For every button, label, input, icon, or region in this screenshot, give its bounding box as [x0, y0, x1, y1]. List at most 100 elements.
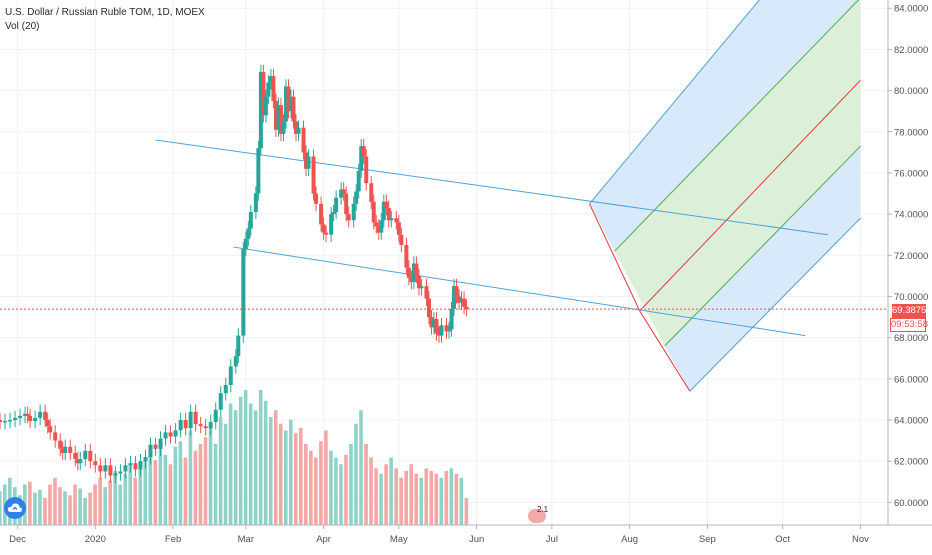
volume-bar — [314, 457, 318, 525]
candle-body — [213, 409, 218, 423]
price-axis[interactable] — [888, 0, 932, 550]
candle-body — [223, 385, 228, 394]
volume-bar — [329, 450, 333, 525]
candle-body — [218, 393, 223, 410]
volume-bar — [153, 460, 158, 525]
x-tick-label: Jun — [469, 534, 484, 545]
candle-body — [276, 105, 281, 130]
economic-event-flag-icon[interactable] — [528, 509, 546, 523]
volume-bar — [354, 423, 358, 525]
volume-bar — [108, 480, 112, 525]
candle-body — [88, 450, 93, 462]
pitchfork-fill-lower — [664, 146, 861, 392]
volume-bar — [339, 464, 343, 525]
candle-body — [143, 457, 148, 462]
volume-bar — [414, 473, 419, 525]
candle-body — [414, 263, 419, 276]
candle-body — [288, 96, 293, 112]
candle-body — [331, 212, 336, 215]
pitchfork-median-line[interactable] — [639, 79, 861, 312]
candle-body — [424, 286, 429, 299]
candle-body — [63, 446, 68, 453]
candle-body — [13, 417, 18, 420]
x-tick-label: Mar — [238, 534, 254, 545]
candle-body — [83, 450, 88, 460]
candle-body — [266, 82, 271, 97]
pitchfork-lower-outer-line[interactable] — [689, 217, 861, 392]
event-badge-label[interactable]: 2.1 — [537, 505, 549, 514]
candle-body — [103, 465, 108, 472]
volume-bar — [223, 423, 228, 525]
tradingview-logo[interactable] — [4, 497, 26, 519]
volume-bar — [118, 484, 123, 525]
symbol-title[interactable]: U.S. Dollar / Russian Ruble TOM, 1D, MOE… — [5, 7, 205, 18]
volume-bar — [444, 471, 449, 525]
candle-body — [314, 193, 319, 204]
volume-bar — [233, 410, 238, 525]
pitchfork-upper-inner-line[interactable] — [614, 0, 861, 252]
volume-bar — [218, 417, 223, 525]
volume-bar — [278, 423, 283, 525]
candle-body — [33, 417, 38, 422]
x-tick-label: Aug — [621, 534, 638, 545]
volume-bar — [53, 477, 57, 525]
pitchfork-upper-outer-line[interactable] — [589, 0, 790, 205]
volume-bar — [304, 444, 308, 525]
y-tick-label: 68.0000 — [894, 333, 928, 344]
volume-bar — [268, 417, 273, 525]
candle-body — [198, 424, 203, 427]
candle-body — [436, 333, 441, 336]
y-tick-label: 66.0000 — [894, 374, 928, 385]
volume-bar — [299, 427, 303, 525]
candle-body — [447, 329, 452, 332]
candle-body — [263, 96, 268, 116]
candle-body — [278, 105, 283, 134]
volume-bar — [263, 400, 268, 525]
pitchfork-lower-inner-line[interactable] — [664, 145, 861, 347]
volume-bar — [33, 492, 37, 525]
candle-body — [371, 201, 376, 223]
candle-body — [452, 286, 457, 309]
volume-bar — [123, 473, 128, 525]
candle-body — [178, 420, 183, 431]
pitchfork-fill-upper — [589, 0, 859, 252]
candle-body — [261, 72, 266, 116]
candle-body — [389, 218, 394, 221]
trend-line-upper[interactable] — [155, 139, 828, 236]
candle-body — [236, 335, 241, 357]
candle-body — [411, 263, 416, 283]
x-tick-label: Sep — [699, 534, 716, 545]
volume-bar — [394, 468, 398, 525]
volume-bar — [309, 450, 313, 525]
candle-body — [208, 422, 213, 429]
candle-body — [23, 413, 28, 416]
y-tick-label: 76.0000 — [894, 168, 928, 179]
candle-body — [43, 411, 48, 420]
candle-body — [158, 438, 163, 449]
trend-line-lower[interactable] — [233, 246, 806, 337]
volume-bar — [103, 487, 107, 525]
candle-body — [374, 222, 379, 227]
volume-indicator-label[interactable]: Vol (20) — [5, 21, 40, 32]
volume-bar — [148, 450, 153, 525]
candle-body — [369, 183, 374, 202]
candle-body — [419, 286, 424, 289]
x-tick-label: Apr — [316, 534, 331, 545]
time-axis[interactable] — [0, 525, 932, 550]
volume-bar — [344, 454, 348, 525]
volume-bar — [404, 471, 408, 525]
candle-body — [404, 245, 409, 268]
volume-bar — [83, 498, 87, 525]
volume-bar — [253, 410, 258, 525]
candle-body — [386, 207, 391, 221]
volume-bar — [374, 468, 378, 525]
candle-body — [233, 356, 238, 367]
y-tick-label: 72.0000 — [894, 251, 928, 262]
volume-bar — [98, 477, 102, 525]
candle-body — [173, 430, 178, 437]
volume-bar — [424, 468, 429, 525]
candle-body — [38, 411, 43, 418]
candle-body — [98, 465, 103, 472]
